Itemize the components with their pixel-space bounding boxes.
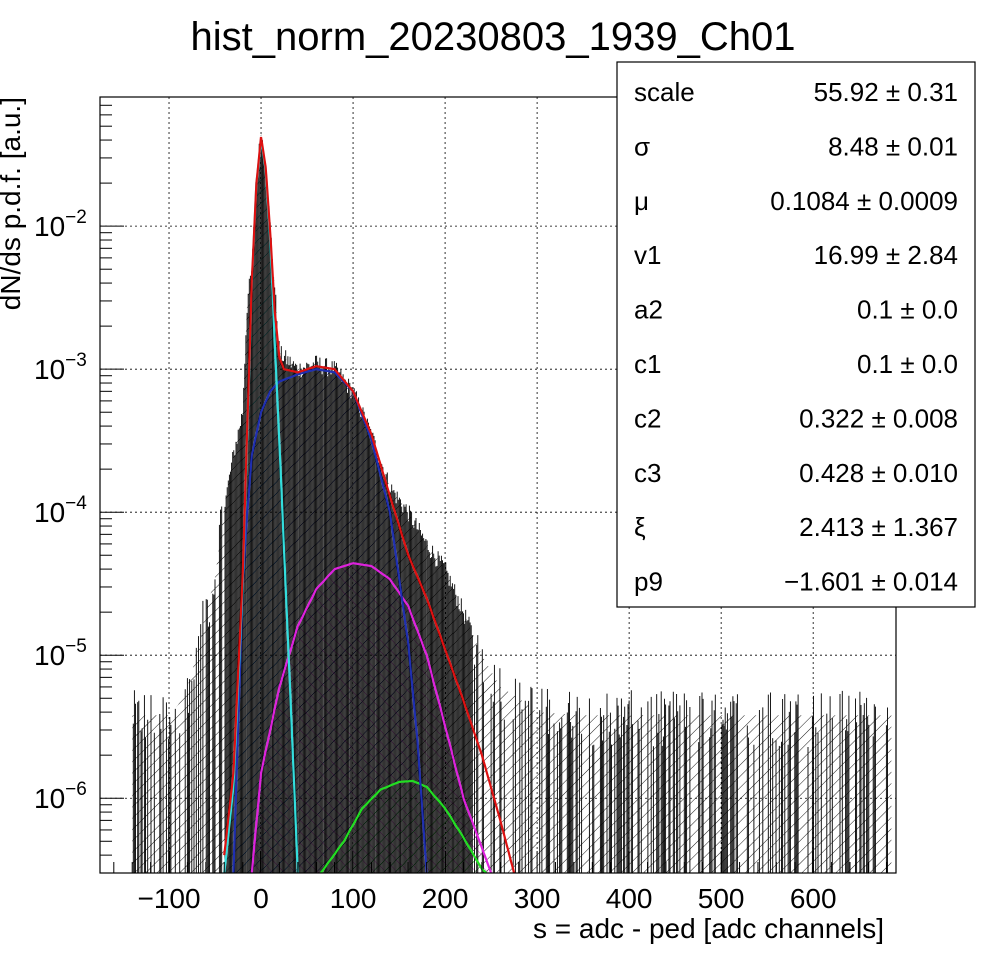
y-tick-base: 10 (34, 354, 65, 385)
y-tick-base: 10 (34, 497, 65, 528)
stats-param-value: 55.92 ± 0.31 (814, 77, 958, 107)
fit-curves (223, 136, 516, 873)
stats-param-value: 0.428 ± 0.010 (799, 458, 958, 488)
stats-param-name: v1 (634, 240, 661, 270)
stats-param-value: 16.99 ± 2.84 (814, 240, 958, 270)
total-fit-curve (223, 136, 516, 873)
x-tick-label: 600 (790, 883, 837, 914)
y-tick-label: 10−4 (34, 493, 87, 528)
data-histogram (132, 140, 888, 873)
x-tick-label: 300 (514, 883, 561, 914)
stats-param-value: 0.1084 ± 0.0009 (770, 186, 958, 216)
stats-param-name: c3 (634, 458, 661, 488)
stats-param-name: σ (634, 131, 650, 161)
y-tick-exponent: −5 (65, 636, 87, 657)
x-tick-label: 200 (422, 883, 469, 914)
y-tick-exponent: −6 (65, 779, 87, 800)
stats-param-name: μ (634, 186, 649, 216)
stats-param-name: c1 (634, 349, 661, 379)
y-tick-exponent: −3 (65, 350, 87, 371)
y-tick-base: 10 (34, 783, 65, 814)
x-tick-label: 500 (698, 883, 745, 914)
stats-param-value: −1.601 ± 0.014 (784, 567, 958, 597)
y-tick-label: 10−3 (34, 350, 87, 385)
y-tick-exponent: −2 (65, 207, 87, 228)
stats-param-name: scale (634, 77, 695, 107)
stats-param-name: ξ (634, 512, 646, 542)
y-tick-labels: 10−210−310−410−510−6 (34, 207, 87, 814)
y-tick-label: 10−6 (34, 779, 87, 814)
stats-param-name: a2 (634, 295, 663, 325)
fit-parameters-box: scale 55.92 ± 0.31 σ 8.48 ± 0.01 μ 0.1084 ± 0… (616, 61, 976, 608)
stats-param-value: 0.1 ± 0.0 (857, 349, 958, 379)
stats-param-value: 8.48 ± 0.01 (828, 131, 958, 161)
three-photoelectron-curve (319, 779, 488, 873)
y-tick-label: 10−5 (34, 636, 87, 671)
stats-param-value: 0.1 ± 0.0 (857, 295, 958, 325)
stats-param-name: p9 (634, 567, 663, 597)
x-tick-label: 400 (606, 883, 653, 914)
y-tick-base: 10 (34, 211, 65, 242)
stats-param-value: 2.413 ± 1.367 (799, 512, 958, 542)
axis-ticks (100, 96, 888, 874)
chart-title: hist_norm_20230803_1939_Ch01 (191, 15, 796, 59)
x-tick-label: 100 (330, 883, 377, 914)
y-axis-label: dN/ds p.d.f. [a.u.] (0, 97, 26, 310)
x-axis-label: s = adc - ped [adc channels] (533, 913, 884, 944)
stats-param-value: 0.322 ± 0.008 (799, 403, 958, 433)
two-photoelectron-curve (250, 562, 493, 873)
x-tick-label: −100 (137, 883, 200, 914)
stats-box-frame (616, 61, 976, 608)
stats-param-name: c2 (634, 403, 661, 433)
y-tick-exponent: −4 (65, 493, 87, 514)
y-tick-label: 10−2 (34, 207, 87, 242)
x-tick-label: 0 (253, 883, 269, 914)
x-tick-labels: −100 0 100 200 300 400 500 600 (137, 883, 836, 914)
y-tick-base: 10 (34, 640, 65, 671)
single-photoelectron-curve (232, 368, 428, 873)
